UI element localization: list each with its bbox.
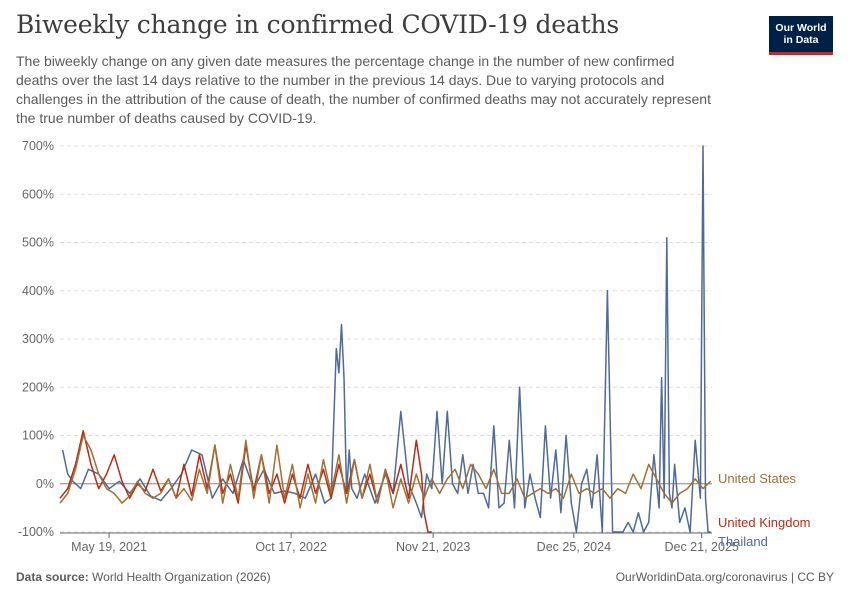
owid-logo[interactable]: Our World in Data (769, 16, 833, 55)
y-tick-label: 500% (22, 236, 54, 250)
y-tick-label: 700% (22, 139, 54, 153)
y-tick-label: 300% (22, 332, 54, 346)
chart-title: Biweekly change in confirmed COVID-19 de… (16, 10, 619, 39)
series-line-united-states (59, 434, 712, 509)
y-tick-label: -100% (18, 525, 54, 539)
x-tick-label: Dec 21, 2025 (664, 540, 738, 554)
legend-label-thailand[interactable]: Thailand (718, 534, 768, 549)
x-tick-label: Nov 21, 2023 (396, 540, 470, 554)
y-tick-label: 0% (36, 477, 54, 491)
line-chart: -100% 0% 100% 200% 300% 400% 500% 600% 700% May 1… (18, 139, 811, 554)
y-tick-label: 400% (22, 284, 54, 298)
data-source: Data source: World Health Organization (… (16, 570, 271, 584)
data-source-label: Data source: (16, 570, 89, 584)
y-tick-label: 600% (22, 187, 54, 201)
data-source-link[interactable]: World Health Organization (2026) (92, 570, 271, 584)
y-tick-label: 100% (22, 429, 54, 443)
credit-link[interactable]: OurWorldinData.org/coronavirus | CC BY (615, 570, 834, 584)
legend-label-united-states[interactable]: United States (718, 471, 797, 486)
series-line-thailand (61, 145, 711, 533)
x-tick-label: May 19, 2021 (71, 540, 147, 554)
y-tick-label: 200% (22, 380, 54, 394)
logo-line-1: Our World (775, 22, 827, 34)
logo-line-2: in Data (783, 34, 819, 46)
x-tick-label: Oct 17, 2022 (255, 540, 327, 554)
chart-subtitle: The biweekly change on any given date me… (16, 53, 711, 126)
x-tick-label: Dec 25, 2024 (537, 540, 611, 554)
legend-label-united-kingdom[interactable]: United Kingdom (718, 515, 811, 530)
